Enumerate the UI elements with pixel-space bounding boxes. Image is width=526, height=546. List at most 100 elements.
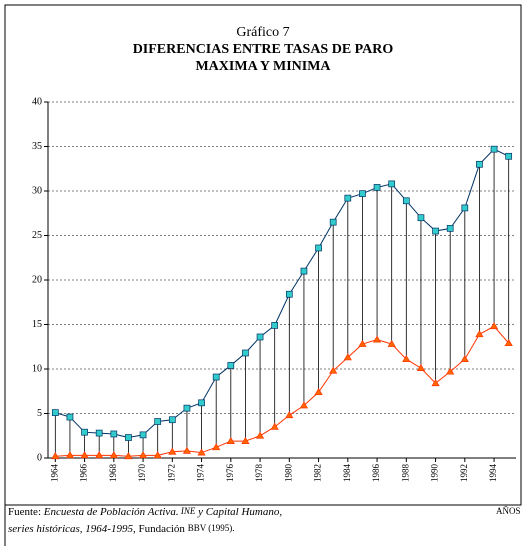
- point: [226, 436, 235, 444]
- source-part: Fuente:: [8, 506, 44, 518]
- point: [198, 399, 205, 407]
- x-tick-label: 1976: [225, 464, 235, 483]
- point: [241, 436, 250, 444]
- point: [460, 355, 469, 363]
- point: [300, 267, 308, 275]
- y-tick-label: 10: [32, 363, 42, 374]
- point: [504, 338, 513, 347]
- x-tick-label: 1990: [430, 464, 440, 483]
- point: [168, 416, 176, 424]
- point: [80, 451, 89, 459]
- point: [285, 290, 293, 298]
- point: [197, 448, 206, 456]
- x-tick-label: 1966: [79, 464, 89, 483]
- point: [109, 451, 118, 459]
- x-tick-label: 1968: [108, 464, 118, 483]
- point: [212, 373, 220, 381]
- x-tick-label: 1964: [49, 464, 59, 483]
- point: [51, 409, 59, 416]
- point: [168, 447, 177, 455]
- x-tick-label: 1986: [371, 464, 381, 483]
- point: [315, 244, 322, 252]
- chart-subtitle: DIFERENCIAS ENTRE TASAS DE PARO: [133, 42, 394, 57]
- point: [402, 355, 411, 363]
- series-line: [55, 148, 509, 439]
- point: [212, 443, 221, 451]
- point: [344, 194, 352, 202]
- point: [343, 353, 352, 361]
- chart-subtitle: MAXIMA Y MINIMA: [195, 59, 331, 74]
- y-tick-label: 35: [32, 141, 42, 152]
- x-tick-label: 1972: [166, 464, 176, 482]
- point: [51, 452, 60, 460]
- point: [182, 446, 192, 454]
- point: [314, 387, 323, 395]
- point: [227, 362, 235, 369]
- y-tick-label: 5: [37, 408, 42, 419]
- series-line: [55, 325, 510, 457]
- x-axis-label: AÑOS: [496, 506, 521, 516]
- source-part: series históricas, 1964-1995: [8, 523, 133, 535]
- source-part: Encuesta de Población Activa.: [43, 506, 179, 518]
- point: [242, 349, 249, 357]
- point: [388, 180, 396, 188]
- source-part: y Capital Humano,: [195, 506, 282, 518]
- point: [271, 322, 279, 329]
- point: [256, 333, 264, 341]
- y-tick-label: 20: [32, 274, 42, 285]
- x-tick-label: 1994: [488, 464, 498, 483]
- y-tick-label: 30: [32, 185, 42, 196]
- point: [489, 322, 499, 330]
- y-tick-label: 40: [32, 96, 42, 107]
- point: [359, 190, 366, 198]
- x-tick-label: 1992: [459, 464, 469, 482]
- point: [475, 330, 484, 338]
- point: [81, 428, 88, 436]
- point: [416, 363, 426, 371]
- point: [358, 339, 367, 347]
- x-tick-label: 1978: [254, 464, 264, 483]
- y-tick-label: 25: [32, 230, 42, 241]
- point: [432, 227, 439, 235]
- x-tick-label: 1970: [137, 464, 147, 483]
- x-tick-label: 1984: [342, 464, 352, 483]
- point: [329, 218, 337, 226]
- point: [110, 430, 118, 438]
- point: [255, 431, 265, 439]
- point: [183, 404, 191, 412]
- point: [270, 422, 279, 430]
- frame: [4, 4, 522, 506]
- point: [417, 214, 425, 222]
- point: [431, 379, 440, 387]
- point: [299, 401, 309, 409]
- point: [95, 451, 104, 459]
- point: [66, 413, 74, 421]
- point: [461, 204, 469, 212]
- source-part: BBV (1995).: [188, 523, 235, 533]
- x-tick-label: 1988: [400, 464, 410, 483]
- point: [154, 418, 162, 425]
- point: [65, 451, 75, 459]
- point: [505, 152, 513, 160]
- point: [329, 366, 338, 374]
- point: [490, 145, 498, 153]
- source-part: , Fundación: [133, 523, 188, 535]
- point: [285, 411, 294, 419]
- point: [125, 434, 132, 441]
- chart-title: Gráfico 7: [236, 25, 289, 40]
- y-tick-label: 0: [37, 452, 42, 463]
- point: [387, 339, 396, 347]
- x-tick-label: 1982: [313, 464, 323, 482]
- point: [402, 197, 410, 205]
- point: [139, 431, 147, 439]
- point: [372, 335, 382, 343]
- point: [373, 184, 381, 191]
- point: [153, 451, 162, 459]
- y-tick-label: 15: [32, 319, 42, 330]
- x-tick-label: 1980: [283, 464, 293, 483]
- point: [476, 160, 483, 168]
- source: Fuente: Encuesta de Población Activa. IN…: [8, 506, 282, 518]
- point: [138, 451, 148, 459]
- point: [95, 429, 103, 437]
